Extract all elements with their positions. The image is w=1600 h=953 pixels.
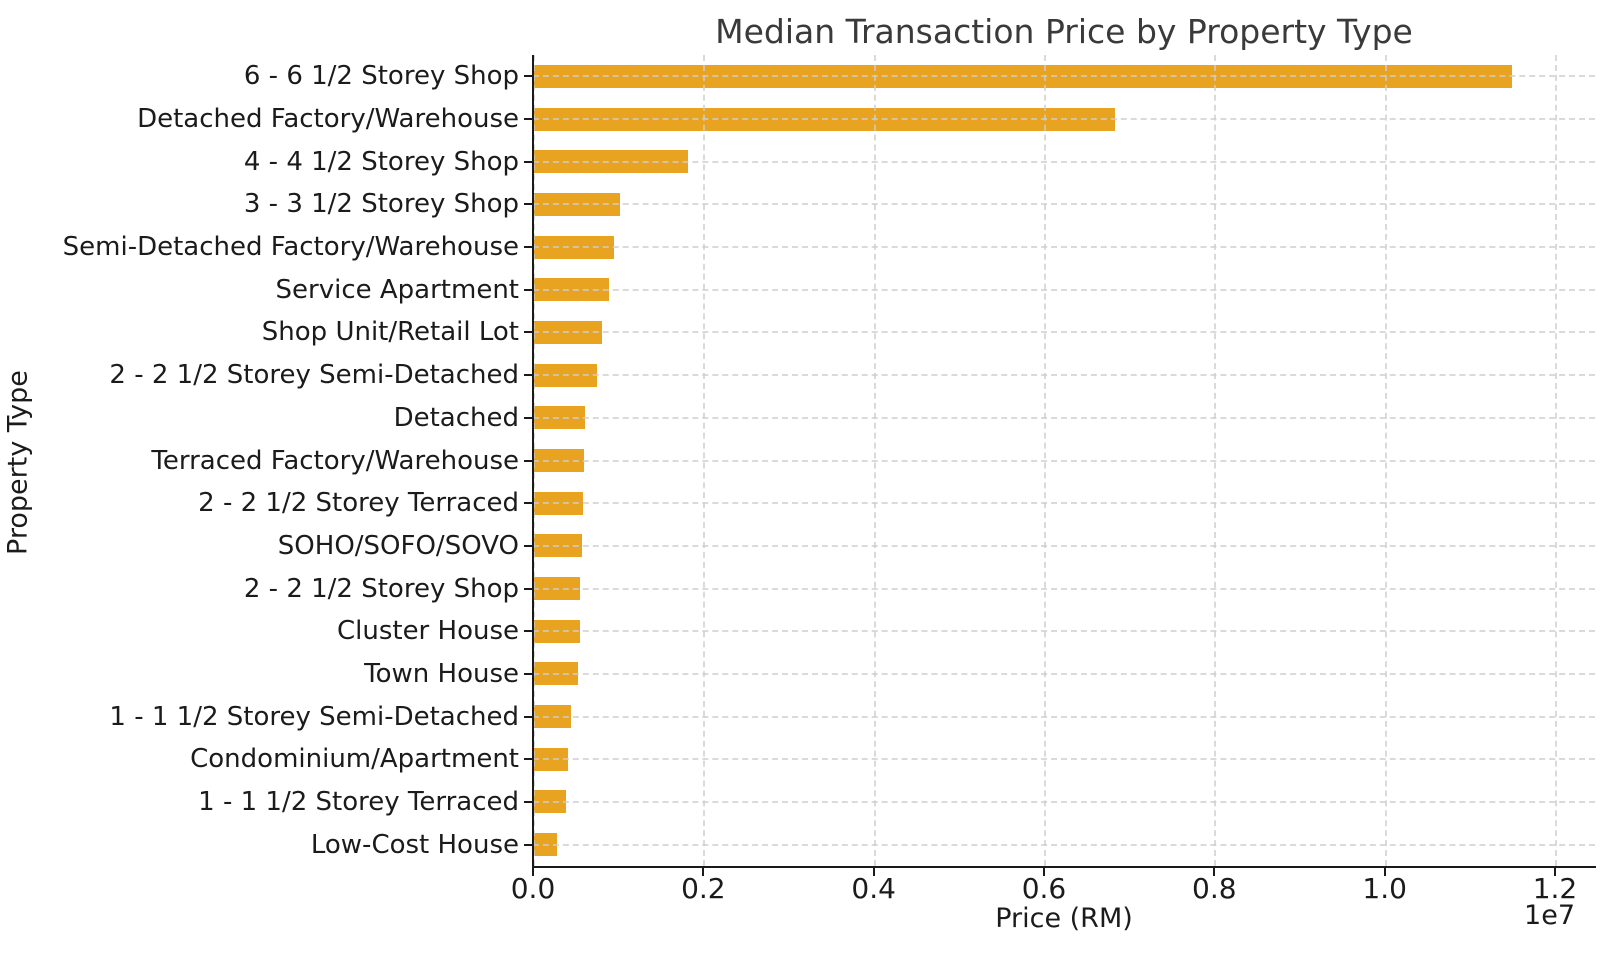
y-tick-label: Detached <box>393 402 519 433</box>
y-tick-label: 2 - 2 1/2 Storey Shop <box>243 573 519 604</box>
y-tick-mark <box>524 203 533 206</box>
y-tick-mark <box>524 502 533 505</box>
y-tick-mark <box>524 800 533 803</box>
x-tick-mark <box>1213 868 1216 876</box>
y-tick-label: Cluster House <box>336 616 519 647</box>
y-tick-label: 2 - 2 1/2 Storey Semi-Detached <box>109 360 519 391</box>
y-tick-mark <box>524 758 533 761</box>
y-tick-label: Shop Unit/Retail Lot <box>261 317 519 348</box>
y-tick-mark <box>524 416 533 419</box>
y-tick-label: Semi-Detached Factory/Warehouse <box>62 232 519 263</box>
y-gridline <box>533 203 1595 206</box>
y-gridline <box>533 288 1595 291</box>
y-axis-spine <box>532 55 534 868</box>
y-gridline <box>533 843 1595 846</box>
x-tick-label: 1.0 <box>1362 872 1407 905</box>
y-tick-mark <box>524 331 533 334</box>
y-tick-mark <box>524 544 533 547</box>
y-tick-label: 3 - 3 1/2 Storey Shop <box>243 189 519 220</box>
chart-title: Median Transaction Price by Property Typ… <box>715 12 1413 51</box>
y-tick-mark <box>524 246 533 249</box>
y-gridline <box>533 502 1595 505</box>
y-gridline <box>533 459 1595 462</box>
x-tick-label: 0.0 <box>510 872 556 905</box>
y-tick-mark <box>524 630 533 633</box>
y-tick-mark <box>524 587 533 590</box>
y-tick-label: Terraced Factory/Warehouse <box>151 445 519 476</box>
y-gridline <box>533 800 1595 803</box>
x-tick-mark <box>872 868 875 876</box>
y-tick-mark <box>524 843 533 846</box>
y-tick-label: Low-Cost House <box>310 829 519 860</box>
x-axis-offset-text: 1e7 <box>1524 900 1575 931</box>
y-gridline <box>533 416 1595 419</box>
y-tick-mark <box>524 118 533 121</box>
y-tick-label: Detached Factory/Warehouse <box>137 104 519 135</box>
x-tick-label: 0.8 <box>1192 872 1237 905</box>
y-tick-mark <box>524 288 533 291</box>
y-tick-label: Service Apartment <box>275 274 519 305</box>
y-tick-label: 4 - 4 1/2 Storey Shop <box>243 146 519 177</box>
x-tick-mark <box>702 868 705 876</box>
x-tick-label: 1.2 <box>1532 872 1578 905</box>
y-tick-mark <box>524 160 533 163</box>
x-axis-spine <box>532 866 1596 868</box>
y-tick-label: Town House <box>364 658 519 689</box>
y-tick-label: 2 - 2 1/2 Storey Terraced <box>198 488 519 519</box>
y-gridline <box>533 75 1595 78</box>
y-tick-label: 6 - 6 1/2 Storey Shop <box>243 61 519 92</box>
y-gridline <box>533 715 1595 718</box>
y-tick-label: 1 - 1 1/2 Storey Terraced <box>198 786 519 817</box>
y-gridline <box>533 672 1595 675</box>
x-axis-label: Price (RM) <box>995 903 1133 934</box>
x-tick-mark <box>1042 868 1045 876</box>
x-tick-label: 0.2 <box>681 872 726 905</box>
y-axis-label: Property Type <box>2 370 34 555</box>
x-tick-label: 0.4 <box>851 872 896 905</box>
y-gridline <box>533 758 1595 761</box>
y-tick-label: Condominium/Apartment <box>190 744 519 775</box>
y-tick-mark <box>524 374 533 377</box>
x-tick-mark <box>1383 868 1386 876</box>
y-gridline <box>533 331 1595 334</box>
plot-area <box>533 55 1595 866</box>
x-tick-mark <box>532 868 534 876</box>
y-tick-label: SOHO/SOFO/SOVO <box>277 530 519 561</box>
y-gridline <box>533 118 1595 121</box>
y-tick-mark <box>524 75 533 78</box>
y-tick-label: 1 - 1 1/2 Storey Semi-Detached <box>109 701 519 732</box>
y-gridline <box>533 160 1595 163</box>
y-gridline <box>533 246 1595 249</box>
y-gridline <box>533 374 1595 377</box>
y-tick-mark <box>524 715 533 718</box>
x-tick-mark <box>1553 868 1556 876</box>
y-tick-mark <box>524 672 533 675</box>
x-tick-label: 0.6 <box>1021 872 1067 905</box>
y-tick-mark <box>524 459 533 462</box>
y-gridline <box>533 630 1595 633</box>
y-gridline <box>533 587 1595 590</box>
y-gridline <box>533 544 1595 547</box>
